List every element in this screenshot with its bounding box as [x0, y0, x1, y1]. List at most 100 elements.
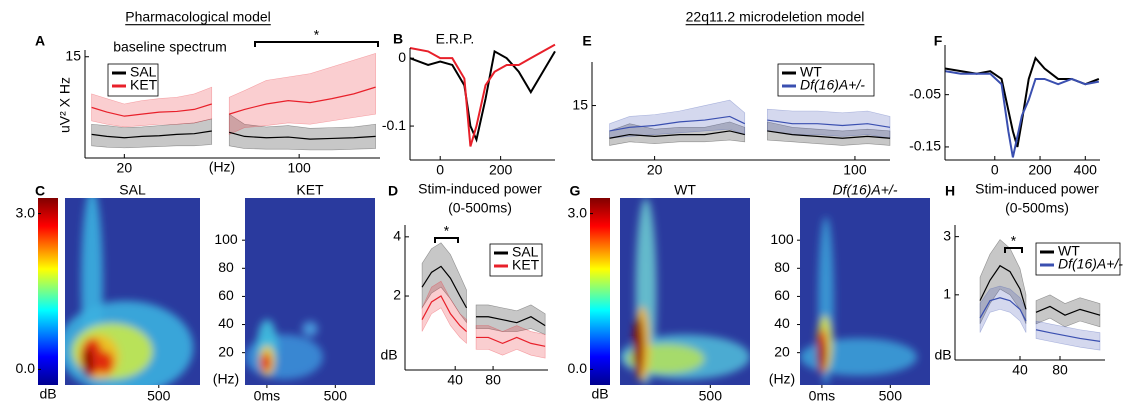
y-axis-label: dB: [380, 347, 397, 363]
heatmap-region: [97, 351, 114, 374]
confidence-band: [228, 52, 376, 135]
panel-letter: A: [35, 33, 45, 49]
panel-title: E.R.P.: [436, 31, 475, 47]
heatmap-title: SAL: [119, 182, 146, 198]
data-line: [609, 130, 891, 139]
panel-subtitle: baseline spectrum: [113, 39, 227, 55]
colorbar-tick-label: 3.0: [16, 204, 36, 220]
y-tick-label: 15: [65, 47, 81, 63]
data-line: [409, 49, 556, 143]
colorbar-label: dB: [39, 386, 56, 402]
x-tick-label: 200: [1028, 162, 1052, 178]
heatmap-blobs: [245, 319, 323, 380]
x-axis-label: (Hz): [209, 159, 235, 175]
heatmap-region: [82, 347, 94, 378]
x-tick-label: 80: [1052, 362, 1068, 378]
heatmap-title: KET: [296, 182, 324, 198]
panel-letter: D: [388, 183, 398, 199]
confidence-band: [766, 121, 891, 146]
x-tick-label: 0ms: [809, 388, 835, 404]
legend-label: Df(16)A+/-: [800, 77, 865, 93]
panel-letter: G: [570, 183, 581, 199]
x-tick-label: 0: [991, 162, 999, 178]
y-tick-label: 60: [218, 287, 234, 303]
x-tick-label: 500: [699, 388, 723, 404]
data-line: [979, 297, 1101, 342]
y-tick-label: 4: [393, 228, 401, 244]
legend-label: WT: [1058, 243, 1080, 259]
data-line: [979, 264, 1101, 316]
y-tick-label: 40: [774, 315, 790, 331]
confidence-band: [228, 113, 376, 151]
x-tick-label: 20: [117, 160, 133, 176]
panel-subtitle: (0-500ms): [1005, 200, 1069, 216]
y-tick-label: 15: [572, 96, 588, 112]
heatmap-region: [245, 334, 323, 380]
data-line: [944, 56, 1100, 148]
heatmap-blobs: [800, 216, 917, 385]
legend-box: [489, 243, 543, 277]
heatmap-region: [302, 321, 318, 337]
panel-letter: C: [35, 183, 45, 199]
significance-bracket: [254, 41, 379, 47]
x-tick-label: 500: [879, 388, 903, 404]
confidence-band: [979, 285, 1027, 333]
panel-subtitle: (0-500ms): [448, 200, 512, 216]
y-axis-label: dB: [934, 347, 951, 363]
confidence-band: [979, 239, 1027, 325]
colorbar-tick-label: 0.0: [568, 360, 588, 376]
x-tick-label: 20: [647, 162, 663, 178]
x-tick-label: 500: [324, 388, 348, 404]
y-axis-label: (Hz): [213, 371, 239, 387]
significance-bracket: [1004, 247, 1023, 253]
data-line: [944, 70, 1100, 158]
heatmap-blobs: [620, 198, 750, 385]
confidence-band: [91, 86, 213, 128]
y-tick-label: -0.05: [909, 85, 941, 101]
heatmap: [245, 198, 375, 385]
panel-letter: H: [945, 183, 955, 199]
confidence-band: [1035, 294, 1101, 328]
heatmap: [65, 198, 200, 385]
heatmap: [800, 198, 930, 385]
legend-label: KET: [130, 77, 158, 93]
panel-letter: B: [393, 31, 403, 47]
x-tick-label: 40: [447, 372, 463, 388]
y-tick-label: 60: [774, 287, 790, 303]
x-tick-label: 100: [843, 162, 867, 178]
legend-box: [1035, 242, 1121, 276]
y-tick-label: 0: [398, 49, 406, 65]
y-tick-label: 100: [214, 231, 238, 247]
data-line: [409, 43, 556, 147]
panel-title: Stim-induced power: [418, 181, 542, 197]
panel-letter: F: [934, 33, 943, 49]
y-tick-label: -0.1: [382, 117, 406, 133]
colorbar: [590, 198, 610, 385]
legend-label: WT: [800, 64, 822, 80]
legend-label: Df(16)A+/-: [1058, 256, 1123, 272]
data-line: [421, 295, 546, 347]
heatmap-blobs: [65, 198, 194, 385]
y-tick-label: 1: [943, 286, 951, 302]
confidence-band: [421, 280, 467, 345]
heatmap-title: Df(16)A+/-: [833, 182, 898, 198]
legend-box: [777, 63, 875, 97]
heatmap: [620, 198, 750, 385]
legend-label: SAL: [512, 244, 539, 260]
colorbar-tick-label: 0.0: [16, 360, 36, 376]
confidence-band: [91, 118, 213, 149]
confidence-band: [475, 325, 546, 359]
y-tick-label: 20: [774, 343, 790, 359]
significance-bracket: [434, 237, 459, 243]
panel-title: Stim-induced power: [975, 181, 1099, 197]
data-line: [609, 115, 891, 132]
confidence-band: [421, 242, 467, 324]
section-header: 22q11.2 microdeletion model: [686, 9, 865, 25]
confidence-band: [475, 304, 546, 335]
colorbar-label: dB: [591, 386, 608, 402]
data-line: [421, 265, 546, 327]
significance-star: *: [1011, 233, 1017, 249]
colorbar-tick-label: 3.0: [568, 204, 588, 220]
significance-star: *: [444, 223, 450, 239]
